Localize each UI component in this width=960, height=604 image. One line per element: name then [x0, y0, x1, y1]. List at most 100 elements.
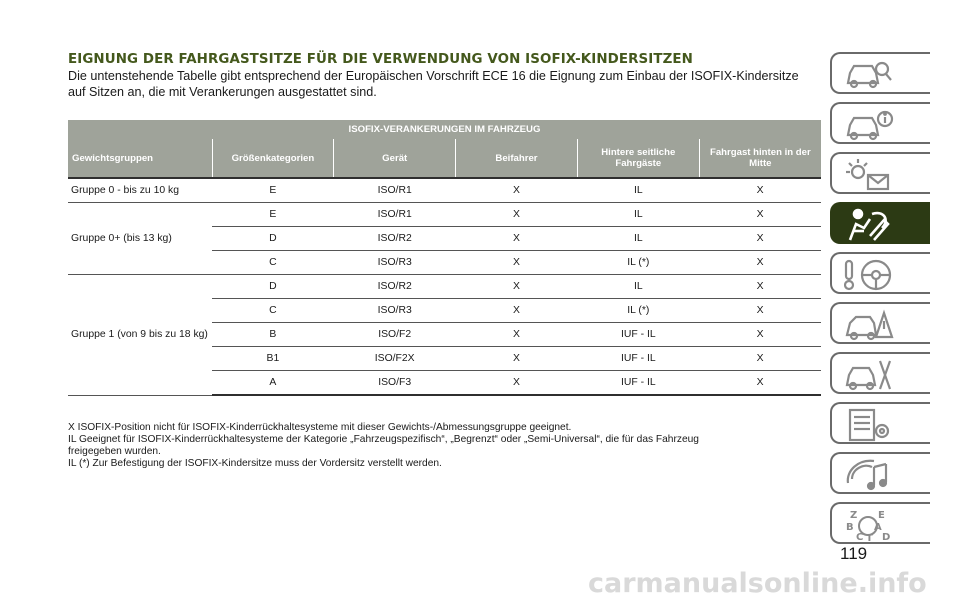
table-legend-notes: X ISOFIX-Position nicht für ISOFIX-Kinde…: [68, 422, 818, 470]
table-row: Gruppe 0+ (bis 13 kg) E ISO/R1 X IL X: [68, 202, 821, 275]
table-row: A ISO/F3 X IUF - IL X: [68, 370, 821, 396]
table-row: C ISO/R3 X IL (*) X: [68, 250, 821, 275]
table-cell: ISO/R2: [333, 226, 456, 251]
index-letter-z: Z: [850, 510, 857, 521]
weight-group-cell: Gruppe 0+ (bis 13 kg): [68, 202, 212, 275]
table-cell: B1: [212, 346, 334, 371]
car-magnifier-icon: [846, 61, 892, 89]
chapter-tab-safety[interactable]: [830, 202, 930, 244]
table-cell: D: [212, 274, 334, 299]
table-cell: X: [455, 250, 578, 275]
table-row: D ISO/R2 X IL X: [68, 226, 821, 251]
column-header-size-category: Größenkategorien: [211, 139, 334, 179]
table-cell: IL (*): [577, 298, 700, 323]
chapter-tab-starting-driving[interactable]: [830, 252, 930, 294]
chapter-tab-dashboard[interactable]: [830, 102, 930, 144]
table-cell: ISO/R1: [333, 202, 456, 227]
column-header-rear-outboard: Hintere seitliche Fahrgäste: [576, 139, 700, 179]
chapter-tab-technical-data[interactable]: [830, 402, 930, 444]
weight-group-cell: Gruppe 0 - bis zu 10 kg: [68, 178, 212, 203]
table-cell: X: [455, 274, 578, 299]
table-row: B1 ISO/F2X X IUF - IL X: [68, 346, 821, 371]
table-cell: X: [699, 370, 821, 396]
multimedia-music-icon: [846, 459, 888, 491]
index-letter-b: B: [846, 522, 854, 533]
table-cell: X: [455, 370, 578, 396]
isofix-suitability-table: ISOFIX-VERANKERUNGEN IM FAHRZEUG Gewicht…: [68, 120, 821, 396]
car-maintenance-tools-icon: [845, 360, 892, 391]
table-cell: C: [212, 250, 334, 275]
warning-lights-message-icon: [846, 159, 890, 191]
table-cell: IL: [577, 274, 700, 299]
table-cell: X: [699, 346, 821, 371]
note-il: IL Geeignet für ISOFIX-Kinderrückhaltesy…: [68, 434, 699, 445]
intro-line-1: Die untenstehende Tabelle gibt entsprech…: [68, 69, 799, 83]
column-header-fixture: Gerät: [333, 139, 456, 179]
technical-data-list-icon: [848, 408, 890, 442]
table-cell: ISO/R2: [333, 274, 456, 299]
weight-group-cell: Gruppe 1 (von 9 bis zu 18 kg): [68, 274, 212, 396]
chapter-tab-sidebar: Z E B A C T D: [830, 52, 930, 552]
table-cell: ISO/F2X: [333, 346, 456, 371]
table-cell: X: [699, 202, 821, 227]
key-steering-wheel-icon: [844, 259, 892, 291]
table-cell: ISO/F2: [333, 322, 456, 347]
table-cell: ISO/F3: [333, 370, 456, 396]
alphabetical-index-icon: Z E B A C T D: [846, 510, 890, 543]
index-letter-d: D: [882, 532, 890, 543]
table-cell: B: [212, 322, 334, 347]
chapter-tab-know-your-vehicle[interactable]: [830, 52, 930, 94]
table-cell: E: [212, 178, 334, 203]
table-cell: X: [699, 298, 821, 323]
chapter-tab-warning-lights[interactable]: [830, 152, 930, 194]
table-cell: X: [455, 346, 578, 371]
table-cell: X: [455, 202, 578, 227]
table-row: C ISO/R3 X IL (*) X: [68, 298, 821, 323]
column-header-front-passenger: Beifahrer: [455, 139, 578, 179]
table-cell: X: [699, 178, 821, 203]
page-number: 119: [840, 544, 868, 563]
table-row: Gruppe 1 (von 9 bis zu 18 kg) D ISO/R2 X…: [68, 274, 821, 396]
table-cell: IUF - IL: [577, 346, 700, 371]
chapter-tab-index[interactable]: Z E B A C T D: [830, 502, 930, 544]
chapter-tab-servicing[interactable]: [830, 352, 930, 394]
table-group-header: ISOFIX-VERANKERUNGEN IM FAHRZEUG: [68, 120, 821, 139]
table-cell: IL (*): [577, 250, 700, 275]
table-row: Gruppe 0 - bis zu 10 kg E ISO/R1 X IL X: [68, 178, 821, 203]
table-cell: E: [212, 202, 334, 227]
table-cell: X: [699, 250, 821, 275]
table-cell: X: [699, 322, 821, 347]
note-il-continued: freigegeben wurden.: [68, 446, 161, 457]
airbag-safety-icon: [848, 208, 890, 241]
table-cell: X: [699, 274, 821, 299]
index-letter-a: A: [874, 522, 882, 533]
column-header-rear-center: Fahrgast hinten in der Mitte: [698, 139, 821, 179]
note-il-star: IL (*) Zur Befestigung der ISOFIX-Kinder…: [68, 458, 442, 469]
table-cell: X: [455, 322, 578, 347]
table-cell: IL: [577, 178, 700, 203]
table-cell: A: [212, 370, 334, 396]
table-cell: C: [212, 298, 334, 323]
table-cell: X: [455, 178, 578, 203]
note-x: X ISOFIX-Position nicht für ISOFIX-Kinde…: [68, 422, 572, 433]
table-row: B ISO/F2 X IUF - IL X: [68, 322, 821, 347]
table-cell: X: [699, 226, 821, 251]
index-letter-t: T: [866, 533, 873, 543]
intro-text: Die untenstehende Tabelle gibt entsprech…: [68, 68, 818, 100]
column-header-weight-group: Gewichtsgruppen: [68, 139, 212, 179]
chapter-tab-multimedia[interactable]: [830, 452, 930, 494]
index-letter-e: E: [878, 510, 885, 521]
table-cell: ISO/R3: [333, 298, 456, 323]
watermark: carmanualsonline.info: [588, 568, 927, 599]
table-cell: X: [455, 226, 578, 251]
table-cell: IL: [577, 226, 700, 251]
intro-line-2: auf Sitzen an, die mit Verankerungen aus…: [68, 85, 377, 99]
chapter-tab-emergency[interactable]: [830, 302, 930, 344]
table-cell: IL: [577, 202, 700, 227]
table-cell: IUF - IL: [577, 322, 700, 347]
table-cell: D: [212, 226, 334, 251]
car-info-icon: [846, 110, 894, 141]
page-title: EIGNUNG DER FAHRGASTSITZE FÜR DIE VERWEN…: [68, 52, 693, 67]
table-cell: X: [455, 298, 578, 323]
table-cell: ISO/R3: [333, 250, 456, 275]
